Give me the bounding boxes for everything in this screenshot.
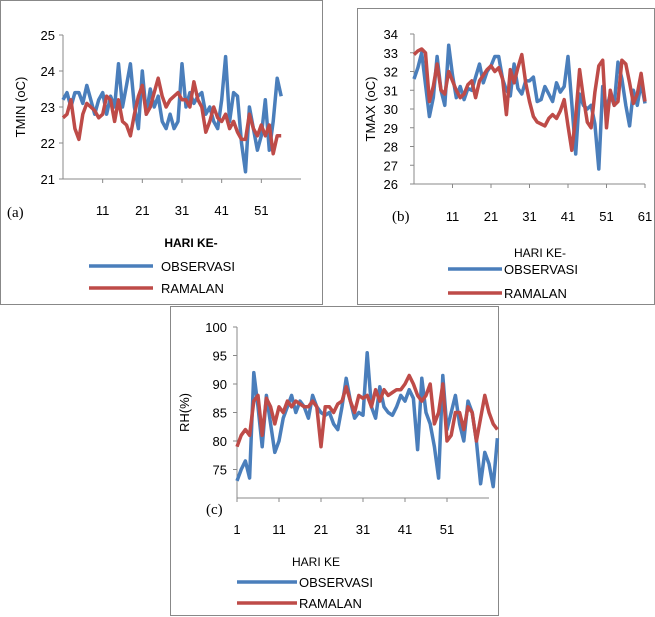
y-tick-label: 28 — [384, 140, 398, 155]
x-tick-label: 61 — [638, 209, 652, 224]
x-tick-label: 21 — [314, 522, 328, 537]
x-tick-label: 51 — [254, 203, 268, 218]
x-tick-label: 11 — [272, 522, 286, 537]
y-tick-label: 34 — [384, 27, 398, 42]
y-tick-label: 27 — [384, 158, 398, 173]
legend-label-observasi: OBSERVASI — [161, 259, 235, 274]
chart-a: 21 22 23 24 25 11 21 31 41 51 TMIN (oC) (a) HARI KE-… — [7, 28, 301, 296]
y-tick-label: 32 — [384, 65, 398, 80]
chart-panel-b: 26 27 28 29 30 31 32 33 34 11 21 31 41 51 61 TMAX (oC) (… — [357, 8, 655, 305]
panel-label: (b) — [392, 209, 410, 225]
y-tick-label: 100 — [205, 320, 227, 335]
series-ramalan-line — [235, 373, 499, 449]
x-axis-label: HARI KE — [292, 555, 340, 569]
y-axis-label: TMAX (oC) — [363, 77, 378, 142]
y-tick-label: 29 — [384, 121, 398, 136]
x-tick-label: 1 — [233, 522, 240, 537]
series-ramalan-line — [412, 47, 647, 153]
x-tick-label: 31 — [356, 522, 370, 537]
chart-panel-c: 75 80 85 90 95 100 1 11 21 31 41 51 RH(%) (c) HARI KE O… — [170, 306, 500, 616]
x-tick-label: 41 — [214, 203, 228, 218]
x-tick-label: 11 — [96, 203, 110, 218]
panel-label: (a) — [7, 205, 24, 221]
y-tick-label: 90 — [213, 377, 227, 392]
y-tick-label: 85 — [213, 406, 227, 421]
y-tick-label: 75 — [213, 463, 227, 478]
y-tick-label: 33 — [384, 46, 398, 61]
y-tick-label: 80 — [213, 434, 227, 449]
x-tick-label: 21 — [135, 203, 149, 218]
x-tick-label: 51 — [440, 522, 454, 537]
y-tick-label: 95 — [213, 349, 227, 364]
legend-label-observasi: OBSERVASI — [299, 575, 373, 590]
series-observasi-line — [235, 350, 500, 489]
x-tick-label: 41 — [561, 209, 575, 224]
panel-label: (c) — [206, 502, 223, 518]
y-tick-label: 26 — [384, 177, 398, 192]
y-tick-label: 22 — [41, 136, 55, 151]
x-tick-label: 51 — [599, 209, 613, 224]
y-tick-label: 25 — [41, 28, 55, 43]
y-tick-label: 24 — [41, 64, 55, 79]
y-axis-label: TMIN (oC) — [13, 77, 28, 138]
series-ramalan-line — [61, 76, 282, 156]
y-tick-label: 31 — [384, 83, 398, 98]
series-observasi-line — [61, 54, 283, 174]
legend-label-ramalan: RAMALAN — [504, 286, 567, 301]
x-tick-label: 11 — [446, 209, 460, 224]
y-tick-label: 23 — [41, 100, 55, 115]
x-tick-label: 31 — [522, 209, 536, 224]
y-tick-label: 21 — [41, 172, 55, 187]
x-tick-label: 21 — [484, 209, 498, 224]
x-axis-label: HARI KE- — [164, 236, 217, 250]
x-tick-label: 31 — [175, 203, 189, 218]
y-tick-label: 30 — [384, 102, 398, 117]
chart-b: 26 27 28 29 30 31 32 33 34 11 21 31 41 51 61 TMAX (oC) (… — [363, 27, 652, 301]
legend-label-ramalan: RAMALAN — [161, 281, 224, 296]
x-tick-label: 41 — [398, 522, 412, 537]
x-axis-label: HARI KE- — [514, 246, 566, 260]
legend-label-ramalan: RAMALAN — [299, 596, 362, 611]
y-axis-label: RH(%) — [177, 393, 192, 432]
chart-panel-a: 21 22 23 24 25 11 21 31 41 51 TMIN (oC) (a) HARI KE-… — [0, 0, 323, 305]
legend-label-observasi: OBSERVASI — [504, 262, 578, 277]
